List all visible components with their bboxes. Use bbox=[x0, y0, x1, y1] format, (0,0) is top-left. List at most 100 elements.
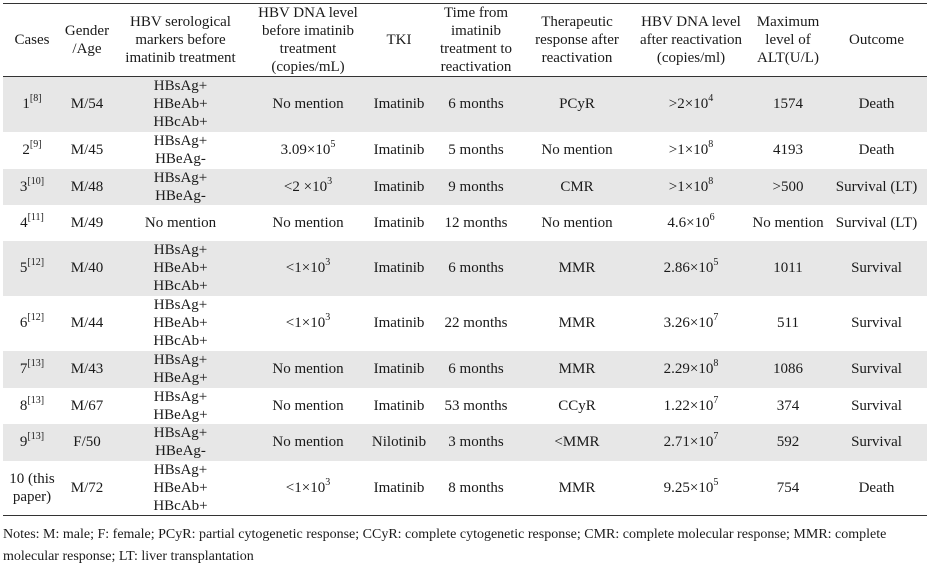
gender-age: M/40 bbox=[70, 260, 104, 276]
serology-marker: HBsAg+ bbox=[153, 461, 208, 478]
case-cell: 7[13] bbox=[3, 350, 61, 388]
serology-marker: HBeAb+ bbox=[153, 315, 208, 331]
tki-cell: Imatinib bbox=[368, 240, 430, 296]
table-row: 5[12] M/40 HBsAg+ HBeAb+ HBcAb+ <1×103 Imatini… bbox=[3, 240, 927, 296]
case-cell: 5[12] bbox=[3, 240, 61, 296]
dna-after-exponent: 7 bbox=[713, 312, 719, 323]
time-to-reactivation: 9 months bbox=[448, 178, 504, 195]
table-row: 7[13] M/43 HBsAg+ HBeAg+ No mention Imatinib 6… bbox=[3, 350, 927, 388]
alt-cell: 4193 bbox=[750, 131, 826, 169]
alt-cell: 754 bbox=[750, 460, 826, 516]
tki: Imatinib bbox=[373, 142, 425, 158]
response-cell: PCyR bbox=[522, 76, 632, 132]
dna-after: 4.6×10 bbox=[667, 214, 710, 231]
outcome-cell: Survival bbox=[826, 295, 927, 351]
case-table: Cases Gender /Age HBV serological marker… bbox=[3, 3, 927, 516]
outcome: Death bbox=[858, 142, 895, 158]
serology-marker: HBsAg+ bbox=[153, 388, 208, 405]
time-cell: 12 months bbox=[430, 204, 522, 241]
case-cell: 1[8] bbox=[3, 76, 61, 132]
case-number: 2 bbox=[22, 142, 30, 158]
dna-before-exponent: 5 bbox=[330, 139, 336, 150]
dna-before-cell: 3.09×105 bbox=[248, 131, 368, 169]
dna-after-exponent: 5 bbox=[713, 257, 719, 268]
response-cell: No mention bbox=[522, 131, 632, 169]
case-cell: 9[13] bbox=[3, 423, 61, 461]
tki-cell: Imatinib bbox=[368, 295, 430, 351]
case-number: 1 bbox=[22, 96, 30, 113]
header-cell: HBV DNA level after reactivation (copies… bbox=[632, 3, 750, 77]
dna-before: <2 ×10 bbox=[283, 178, 328, 195]
dna-after-cell: 4.6×106 bbox=[632, 204, 750, 241]
tki-cell: Imatinib bbox=[368, 460, 430, 516]
table-row: 2[9] M/45 HBsAg+ HBeAg- 3.09×105 Imatinib 5 mo… bbox=[3, 131, 927, 169]
header-cell: HBV DNA level before imatinib treatment … bbox=[248, 3, 368, 77]
response-cell: MMR bbox=[522, 295, 632, 351]
outcome-cell: Survival (LT) bbox=[826, 204, 927, 241]
dna-after-cell: 2.71×107 bbox=[632, 423, 750, 461]
dna-before: <1×10 bbox=[285, 479, 326, 496]
dna-after-cell: 2.86×105 bbox=[632, 240, 750, 296]
dna-after: 9.25×10 bbox=[663, 479, 714, 496]
markers-cell: HBsAg+ HBeAg- bbox=[113, 131, 248, 169]
gender-age-cell: M/44 bbox=[61, 295, 113, 351]
serology-marker: HBeAg- bbox=[155, 151, 206, 167]
gender-age-cell: M/48 bbox=[61, 168, 113, 205]
max-alt: 1011 bbox=[773, 260, 803, 276]
dna-after: 1.22×10 bbox=[663, 397, 714, 414]
max-alt: 511 bbox=[777, 315, 799, 331]
case-number: 4 bbox=[20, 214, 28, 231]
therapeutic-response: PCyR bbox=[559, 96, 595, 113]
tki: Imatinib bbox=[373, 214, 425, 231]
therapeutic-response: CCyR bbox=[558, 397, 596, 414]
dna-before: No mention bbox=[272, 361, 344, 377]
markers-cell: HBsAg+ HBeAb+ HBcAb+ bbox=[113, 460, 248, 516]
serology-marker: HBeAb+ bbox=[153, 260, 208, 276]
dna-after-cell: 2.29×108 bbox=[632, 350, 750, 388]
time-cell: 22 months bbox=[430, 295, 522, 351]
serology-marker: HBcAb+ bbox=[153, 497, 208, 514]
outcome-cell: Survival bbox=[826, 423, 927, 461]
dna-before: No mention bbox=[272, 214, 344, 231]
dna-before: <1×10 bbox=[285, 315, 326, 331]
case-number: 6 bbox=[19, 315, 28, 331]
response-cell: No mention bbox=[522, 204, 632, 241]
markers-cell: HBsAg+ HBeAg- bbox=[113, 168, 248, 205]
tki: Imatinib bbox=[373, 96, 425, 113]
dna-before-exponent: 3 bbox=[325, 312, 331, 323]
alt-cell: >500 bbox=[750, 168, 826, 205]
table-row: 9[13] F/50 HBsAg+ HBeAg- No mention Nilotinib… bbox=[3, 423, 927, 461]
dna-after-exponent: 5 bbox=[713, 476, 719, 488]
tki-cell: Imatinib bbox=[368, 131, 430, 169]
dna-before-cell: <1×103 bbox=[248, 295, 368, 351]
markers-cell: No mention bbox=[113, 204, 248, 241]
outcome: Death bbox=[858, 96, 895, 113]
dna-after-cell: 3.26×107 bbox=[632, 295, 750, 351]
gender-age-cell: M/49 bbox=[61, 204, 113, 241]
time-cell: 6 months bbox=[430, 350, 522, 388]
alt-cell: 374 bbox=[750, 387, 826, 424]
table-row: 8[13] M/67 HBsAg+ HBeAg+ No mention Imatinib 5… bbox=[3, 387, 927, 424]
serology-marker: HBsAg+ bbox=[153, 78, 208, 95]
gender-age: M/49 bbox=[70, 214, 104, 231]
dna-after: 2.86×10 bbox=[663, 260, 714, 276]
dna-after-cell: 1.22×107 bbox=[632, 387, 750, 424]
dna-after: 3.26×10 bbox=[663, 315, 714, 331]
tki: Nilotinib bbox=[371, 434, 427, 450]
max-alt: 592 bbox=[776, 434, 800, 450]
dna-after-exponent: 7 bbox=[713, 394, 719, 406]
outcome-cell: Survival bbox=[826, 350, 927, 388]
header-row: Cases Gender /Age HBV serological marker… bbox=[3, 3, 927, 77]
outcome-cell: Death bbox=[826, 131, 927, 169]
serology-marker: No mention bbox=[144, 214, 217, 231]
outcome: Survival (LT) bbox=[835, 214, 918, 231]
alt-cell: 1011 bbox=[750, 240, 826, 296]
serology-marker: HBsAg+ bbox=[153, 297, 208, 313]
outcome-cell: Survival bbox=[826, 387, 927, 424]
dna-before-cell: No mention bbox=[248, 350, 368, 388]
dna-after-cell: >1×108 bbox=[632, 168, 750, 205]
reference: [11] bbox=[27, 211, 44, 223]
serology-marker: HBsAg+ bbox=[153, 352, 208, 368]
time-to-reactivation: 8 months bbox=[448, 479, 504, 496]
